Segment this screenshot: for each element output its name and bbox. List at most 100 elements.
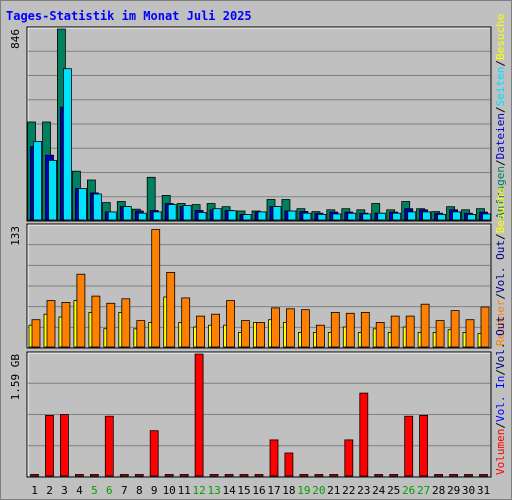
- x-tick-label: 4: [76, 484, 83, 497]
- bar-rechner-day-19: [300, 309, 310, 348]
- bar-rechner-day-20: [315, 324, 325, 348]
- bar-rechner-day-6: [106, 302, 116, 348]
- bar-volumen-day-28: [434, 474, 444, 477]
- bar-seiten-day-29: [452, 211, 462, 221]
- bar-rechner-day-30: [465, 319, 475, 348]
- bar-rechner-day-9: [151, 229, 161, 348]
- bar-rechner-day-1: [31, 319, 41, 348]
- bar-volumen-day-16: [254, 474, 264, 477]
- bar-rechner-day-10: [166, 271, 176, 348]
- bar-seiten-day-13: [212, 208, 222, 221]
- bar-seiten-day-31: [482, 213, 491, 221]
- bar-rechner-day-29: [450, 310, 460, 348]
- legend-item: Vol. Out: [494, 240, 507, 293]
- x-tick-label: 8: [136, 484, 143, 497]
- bar-volumen-day-20: [314, 474, 324, 477]
- x-tick-label: 31: [477, 484, 490, 497]
- x-tick-label: 12: [192, 484, 205, 497]
- bar-volumen-day-29: [449, 474, 459, 477]
- bar-seiten-day-17: [272, 206, 282, 221]
- bar-rechner-day-14: [226, 300, 236, 348]
- bar-rechner-day-24: [375, 321, 385, 348]
- bar-rechner-day-28: [435, 320, 445, 348]
- x-tick-label: 6: [106, 484, 113, 497]
- legend-item: Volumen: [494, 429, 507, 475]
- x-tick-label: 7: [121, 484, 128, 497]
- bar-seiten-day-24: [377, 212, 387, 221]
- y-max-label: 846: [9, 29, 22, 49]
- legend-separator: /: [494, 106, 507, 113]
- bar-rechner-day-12: [196, 315, 206, 348]
- bar-seiten-day-9: [152, 211, 162, 221]
- bar-seiten-day-27: [422, 211, 432, 221]
- bar-rechner-day-11: [181, 297, 191, 348]
- legend-separator: /: [494, 233, 507, 240]
- x-tick-label: 2: [46, 484, 53, 497]
- bar-volumen-day-12: [194, 353, 204, 477]
- x-tick-label: 25: [387, 484, 400, 497]
- bar-volumen-day-14: [224, 474, 234, 477]
- bar-seiten-day-10: [167, 204, 177, 221]
- bar-seiten-day-15: [242, 214, 252, 221]
- bar-seiten-day-4: [78, 187, 87, 221]
- bar-volumen-day-15: [239, 474, 249, 477]
- x-tick-label: 24: [372, 484, 386, 497]
- bar-volumen-day-31: [479, 474, 488, 477]
- bar-volumen-day-5: [90, 474, 99, 477]
- bar-seiten-day-19: [302, 212, 312, 221]
- x-tick-label: 20: [312, 484, 325, 497]
- bar-rechner-day-13: [211, 313, 221, 348]
- bar-rechner-day-5: [91, 295, 101, 348]
- bar-rechner-day-2: [46, 300, 56, 348]
- legend-separator: /: [494, 293, 507, 300]
- legend-item: Dateien: [494, 113, 507, 159]
- x-tick-label: 5: [91, 484, 98, 497]
- bar-seiten-day-25: [392, 212, 402, 221]
- legend-item: Rechner: [494, 299, 507, 346]
- bar-seiten-day-14: [227, 210, 237, 221]
- bar-volumen-day-21: [329, 474, 339, 477]
- bar-rechner-day-25: [390, 315, 400, 348]
- bar-seiten-day-2: [48, 159, 57, 221]
- bar-volumen-day-7: [119, 474, 129, 477]
- bar-rechner-day-31: [480, 306, 490, 348]
- bar-seiten-day-5: [93, 193, 102, 221]
- bar-rechner-day-22: [345, 312, 355, 348]
- x-tick-label: 3: [61, 484, 68, 497]
- legend-separator: /: [494, 422, 507, 429]
- bar-volumen-day-30: [464, 474, 473, 477]
- bar-rechner-day-23: [360, 311, 370, 348]
- y-max-label: 1.59 GB: [9, 354, 22, 401]
- bar-seiten-day-16: [257, 211, 267, 221]
- bar-seiten-day-26: [407, 211, 417, 221]
- x-tick-label: 10: [163, 484, 176, 497]
- legend: Volumen/Vol. In/Vol. Out: [494, 316, 507, 475]
- legend-separator: /: [494, 159, 507, 166]
- bar-volumen-day-2: [45, 414, 54, 477]
- x-tick-label: 13: [207, 484, 220, 497]
- bar-volumen-day-22: [344, 439, 354, 477]
- bar-volumen-day-17: [269, 439, 279, 477]
- bar-rechner-day-17: [271, 307, 280, 348]
- panel-1: 846 Anfragen/Dateien/Seiten/Besuche: [9, 14, 507, 222]
- bar-volumen-day-13: [209, 474, 219, 477]
- bar-volumen-day-24: [374, 474, 384, 477]
- x-tick-label: 30: [462, 484, 475, 497]
- bar-volumen-day-11: [179, 474, 189, 477]
- bar-seiten-day-28: [437, 213, 447, 221]
- x-tick-label: 9: [151, 484, 158, 497]
- chart-title: Tages-Statistik im Monat Juli 2025: [6, 9, 252, 23]
- x-tick-label: 23: [357, 484, 370, 497]
- x-tick-label: 16: [252, 484, 265, 497]
- bar-seiten-day-3: [63, 68, 72, 221]
- x-tick-label: 27: [417, 484, 430, 497]
- bar-volumen-day-18: [284, 452, 294, 477]
- bar-seiten-day-11: [182, 205, 192, 221]
- legend: Anfragen/Dateien/Seiten/Besuche: [494, 14, 507, 219]
- legend-item: Besuche: [494, 187, 507, 233]
- legend-item: Vol. Out: [494, 316, 507, 369]
- bar-seiten-day-30: [467, 213, 476, 221]
